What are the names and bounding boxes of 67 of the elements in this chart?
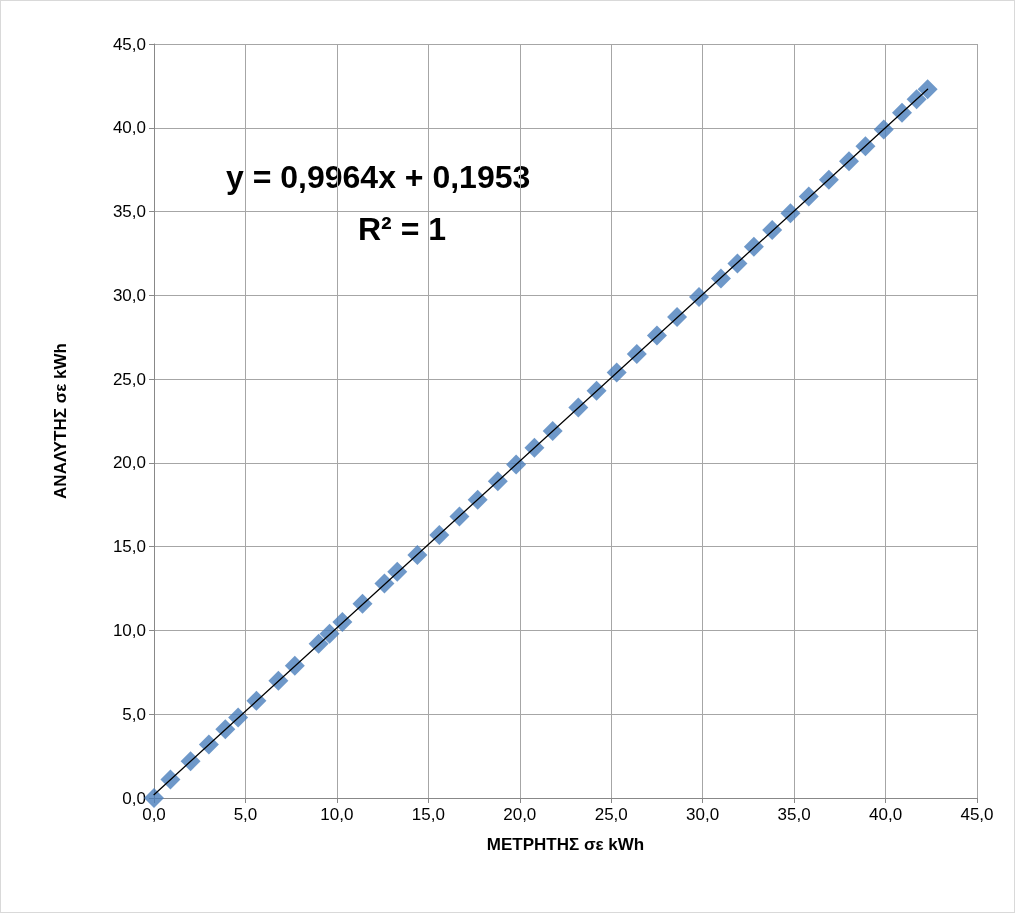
point <box>917 79 938 100</box>
x-tick-label: 0,0 <box>142 805 166 824</box>
point <box>906 89 927 110</box>
point <box>626 343 647 364</box>
point <box>387 561 408 582</box>
x-tick-label: 15,0 <box>411 805 445 824</box>
point <box>467 489 488 510</box>
point <box>506 454 527 475</box>
point <box>374 573 395 594</box>
x-tick-label: 45,0 <box>960 805 994 824</box>
x-tick-label: 25,0 <box>594 805 628 824</box>
point <box>542 421 563 442</box>
point <box>727 253 748 274</box>
y-tick-label: 25,0 <box>112 369 146 389</box>
point <box>319 623 340 644</box>
y-tick-label: 40,0 <box>112 118 146 138</box>
point <box>246 690 267 711</box>
y-tick-label: 35,0 <box>112 202 146 222</box>
y-tick-label: 5,0 <box>122 704 146 724</box>
annotation: y = 0,9964x + 0,1953 <box>226 159 531 195</box>
point <box>180 751 201 772</box>
point <box>429 524 450 545</box>
y-tick-label: 45,0 <box>112 34 146 54</box>
point <box>198 734 219 755</box>
point <box>667 307 688 328</box>
point <box>798 186 819 207</box>
point <box>487 471 508 492</box>
point <box>646 325 667 346</box>
y-tick-label: 15,0 <box>112 537 146 557</box>
point <box>144 788 164 808</box>
point <box>284 655 305 676</box>
point <box>873 119 894 140</box>
point <box>892 102 913 123</box>
point <box>268 670 289 691</box>
point <box>606 362 627 383</box>
point <box>818 169 839 190</box>
y-tick-label: 10,0 <box>112 620 146 640</box>
x-axis-title: ΜΕΤΡΗΤΗΣ σε kWh <box>486 835 645 854</box>
x-tick-label: 30,0 <box>686 805 720 824</box>
point <box>160 769 181 790</box>
x-tick-label: 35,0 <box>777 805 811 824</box>
point <box>332 612 353 633</box>
y-tick-label: 30,0 <box>112 285 146 305</box>
point <box>586 380 607 401</box>
point <box>228 707 249 728</box>
y-axis-title: ΑΝΑΛΥΤΗΣ σε kWh <box>51 343 70 499</box>
point <box>743 236 764 257</box>
point <box>710 268 731 289</box>
point <box>838 151 859 172</box>
point <box>352 593 373 614</box>
x-tick-label: 10,0 <box>320 805 354 824</box>
point <box>407 545 428 566</box>
point <box>215 719 236 740</box>
point <box>689 287 710 308</box>
point <box>308 633 329 654</box>
point <box>762 219 783 240</box>
point <box>568 397 589 418</box>
x-tick-label: 40,0 <box>869 805 903 824</box>
y-tick-label: 0,0 <box>122 788 146 808</box>
point <box>780 203 801 224</box>
point <box>524 437 545 458</box>
x-tick-label: 5,0 <box>233 805 258 824</box>
point <box>449 506 470 527</box>
annotation: R² = 1 <box>358 211 447 247</box>
x-tick-label: 20,0 <box>503 805 537 824</box>
y-tick-label: 20,0 <box>112 453 146 473</box>
point <box>855 136 876 157</box>
